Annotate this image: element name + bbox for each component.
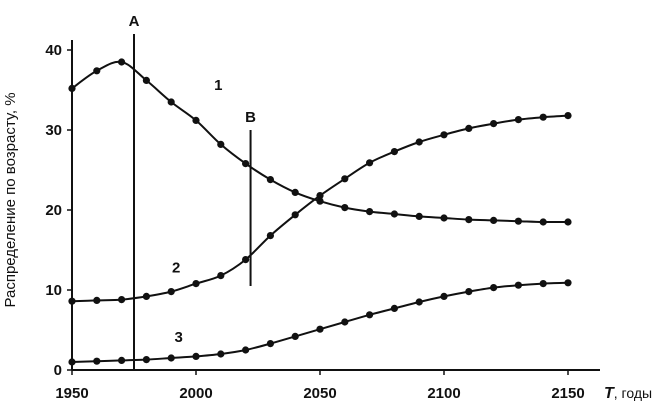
series-point-2 [291,211,299,219]
series-point-1 [142,76,150,84]
series-label-3: 3 [174,329,182,346]
series-group [68,58,572,366]
series-point-1 [465,216,473,224]
series-point-1 [415,212,423,220]
series-point-1 [514,217,523,225]
series-point-3 [167,354,175,362]
y-axis-label: Распределение по возрасту, % [2,92,19,307]
series-point-2 [217,272,225,280]
series-point-3 [291,332,299,340]
x-axis-unit: , годы [614,385,652,401]
y-tick-label: 0 [54,362,62,379]
x-axis-symbol: T [604,385,615,402]
series-point-1 [93,67,101,75]
series-point-2 [390,148,398,156]
series-labels: 1 2 3 [172,77,223,346]
y-tick-label: 20 [45,202,62,219]
series-label-1: 1 [214,77,222,94]
series-point-2 [341,175,349,183]
series-point-2 [440,131,448,139]
series-point-3 [514,281,523,289]
series-point-2 [564,112,572,120]
series-point-2 [242,256,250,264]
series-point-1 [192,116,200,124]
series-point-1 [341,204,349,212]
series-point-1 [266,176,274,184]
series-point-3 [192,352,200,360]
marker-label-B: B [245,109,256,126]
series-label-2: 2 [172,259,180,276]
series-point-3 [266,340,274,348]
series-point-1 [316,197,324,205]
series-point-3 [465,288,473,296]
series-point-3 [118,356,126,364]
series-point-3 [490,284,498,292]
y-tick-label: 30 [45,122,62,139]
x-tick-label: 2000 [179,385,212,402]
series-point-1 [490,216,498,224]
series-point-2 [366,159,374,167]
series-point-1 [167,98,175,106]
y-tick-label: 40 [45,42,62,59]
series-point-2 [415,138,423,146]
series-point-1 [68,84,76,92]
x-tick-label: 1950 [55,385,88,402]
series-point-1 [242,160,250,168]
series-point-3 [539,280,547,288]
x-tick-label: 2150 [551,385,584,402]
series-point-2 [167,288,175,296]
series-point-3 [366,311,374,319]
series-point-2 [316,192,324,200]
series-point-2 [68,297,76,305]
series-point-1 [291,188,299,196]
series-point-1 [564,218,572,226]
x-tick-label: 2100 [427,385,460,402]
vertical-markers: AB [129,13,256,370]
series-point-1 [118,58,126,66]
series-point-2 [490,120,498,128]
series-point-2 [142,292,150,300]
series-point-3 [142,356,150,364]
series-point-2 [118,296,126,304]
series-point-3 [93,357,101,365]
series-line-2 [71,114,569,303]
series-point-3 [242,346,250,354]
y-ticks: 0 10 20 30 40 [45,42,72,379]
series-point-1 [217,140,225,148]
series-point-2 [465,124,473,132]
series-point-3 [341,318,349,326]
series-point-2 [539,113,547,121]
series-point-2 [93,296,101,304]
series-point-2 [192,280,200,288]
series-point-3 [564,279,572,287]
series-point-1 [366,208,374,216]
series-point-2 [514,116,523,124]
series-point-3 [390,304,398,312]
series-point-2 [266,232,274,240]
series-point-3 [68,358,76,366]
series-point-3 [440,292,448,300]
marker-label-A: A [129,13,140,30]
y-tick-label: 10 [45,282,62,299]
x-ticks: 1950 2000 2050 2100 2150 [55,370,585,402]
series-point-3 [217,350,225,358]
series-point-1 [440,214,448,222]
series-point-1 [539,218,547,226]
x-axis-label: T, годы [604,385,652,402]
x-tick-label: 2050 [303,385,336,402]
series-point-3 [415,298,423,306]
series-point-1 [390,210,398,218]
series-point-3 [316,325,324,333]
